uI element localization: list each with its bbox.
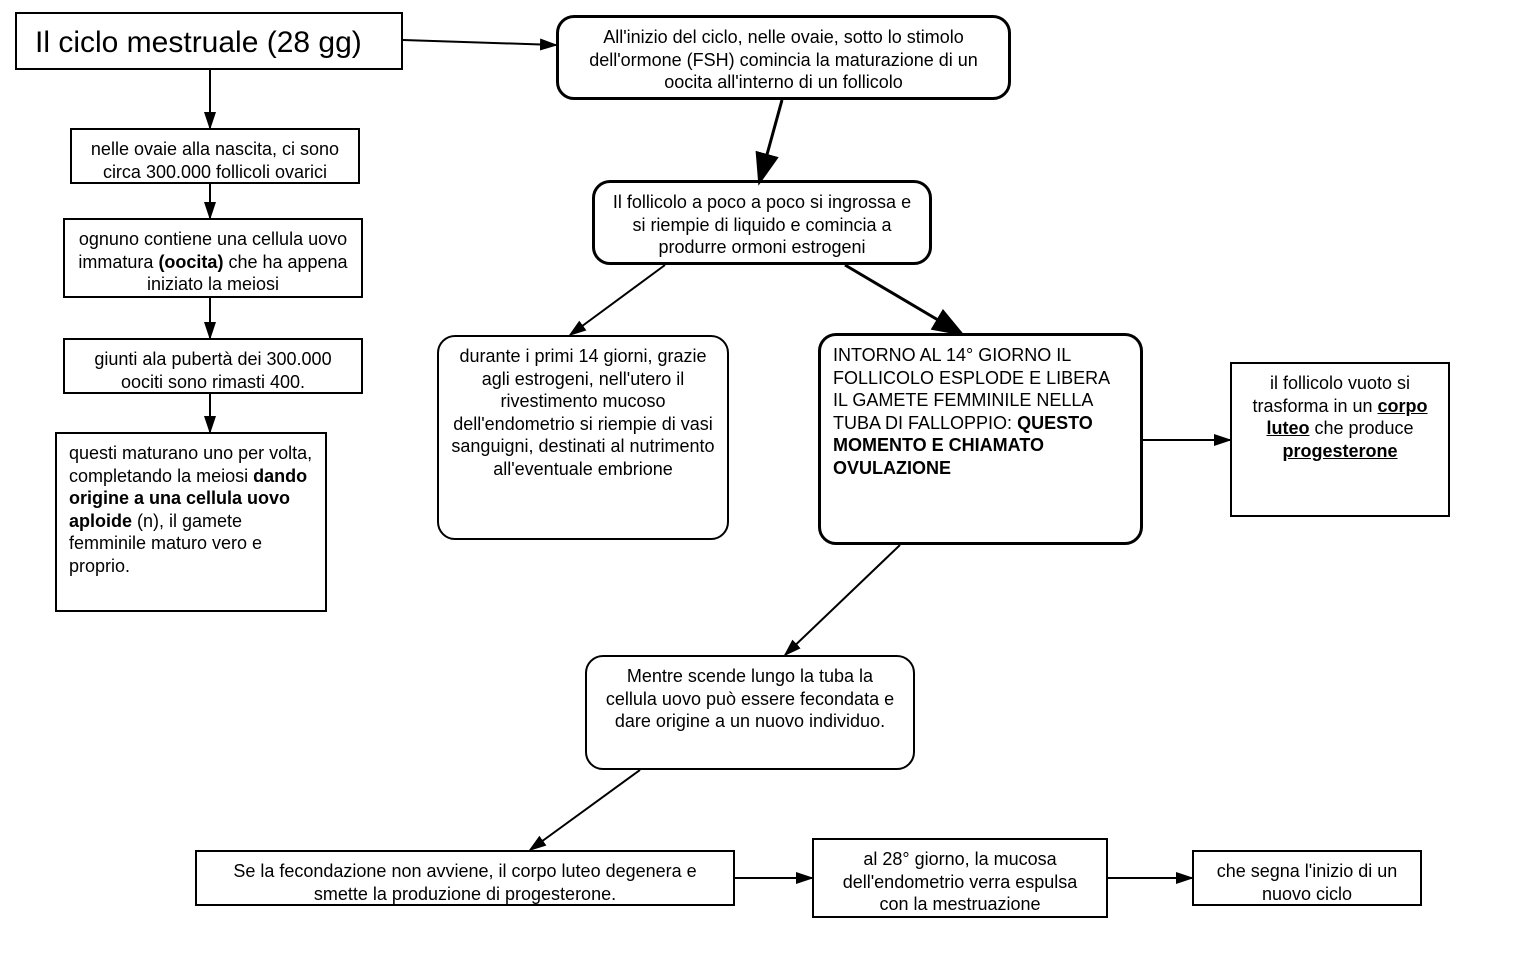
node-haploid-egg: questi maturano uno per volta, completan… xyxy=(55,432,327,612)
node-follicles-birth: nelle ovaie alla nascita, ci sono circa … xyxy=(70,128,360,184)
node-puberty-400: giunti ala pubertà dei 300.000 oociti so… xyxy=(63,338,363,394)
node-corpus-luteum: il follicolo vuoto si trasforma in un co… xyxy=(1230,362,1450,517)
node-ovulation: INTORNO AL 14° GIORNO IL FOLLICOLO ESPLO… xyxy=(818,333,1143,545)
node-tube-fertilize: Mentre scende lungo la tuba la cellula u… xyxy=(585,655,915,770)
node-fsh-start: All'inizio del ciclo, nelle ovaie, sotto… xyxy=(556,15,1011,100)
node-follicle-grows: Il follicolo a poco a poco si ingrossa e… xyxy=(592,180,932,265)
node-no-fertilization: Se la fecondazione non avviene, il corpo… xyxy=(195,850,735,906)
title-box: Il ciclo mestruale (28 gg) xyxy=(15,12,403,70)
node-new-cycle: che segna l'inizio di un nuovo ciclo xyxy=(1192,850,1422,906)
node-endometrium: durante i primi 14 giorni, grazie agli e… xyxy=(437,335,729,540)
node-oocyte: ognuno contiene una cellula uovo immatur… xyxy=(63,218,363,298)
node-day-28: al 28° giorno, la mucosa dell'endometrio… xyxy=(812,838,1108,918)
